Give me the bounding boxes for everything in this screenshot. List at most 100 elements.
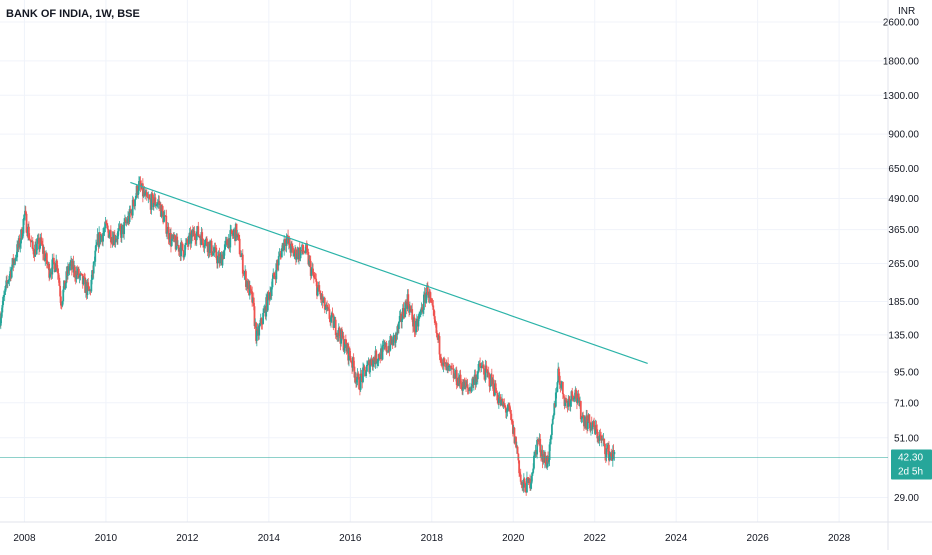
candle-body bbox=[603, 438, 606, 444]
candle-body bbox=[588, 414, 591, 424]
candle-body bbox=[573, 396, 576, 399]
candle-body bbox=[188, 235, 190, 245]
candle-body bbox=[476, 371, 479, 380]
candle-body bbox=[608, 444, 610, 461]
candle-body bbox=[548, 444, 551, 460]
candle-body bbox=[300, 250, 303, 252]
candle-body bbox=[396, 326, 399, 335]
candle-body bbox=[38, 246, 41, 250]
x-tick-label: 2014 bbox=[258, 533, 281, 544]
candle-body bbox=[35, 243, 38, 255]
x-tick-label: 2010 bbox=[95, 533, 118, 544]
candle-body bbox=[400, 313, 403, 322]
x-tick-label: 2020 bbox=[502, 533, 525, 544]
candle-body bbox=[146, 196, 149, 198]
candle-body bbox=[123, 222, 126, 235]
candle-body bbox=[0, 312, 3, 319]
candle-body bbox=[551, 424, 553, 435]
candle-body bbox=[252, 297, 255, 307]
candle-body bbox=[259, 323, 261, 327]
candle-body bbox=[604, 443, 606, 455]
candle-body bbox=[306, 248, 309, 253]
candle-body bbox=[369, 364, 371, 373]
candle-body bbox=[56, 267, 59, 274]
candle-body bbox=[144, 192, 147, 196]
candle-body bbox=[156, 202, 159, 205]
candle-body bbox=[411, 309, 414, 320]
candle-body bbox=[57, 273, 60, 278]
y-tick-label: 365.00 bbox=[888, 225, 919, 236]
candle-body bbox=[365, 371, 368, 376]
candle-body bbox=[519, 473, 521, 475]
candle-body bbox=[154, 197, 157, 206]
candle-body bbox=[323, 297, 326, 310]
candle-body bbox=[106, 225, 109, 230]
candle-body bbox=[507, 404, 510, 411]
candle-body bbox=[181, 243, 184, 251]
candle-body bbox=[610, 453, 613, 457]
candle-body bbox=[366, 364, 368, 372]
candle-body bbox=[6, 282, 9, 284]
candle-body bbox=[394, 333, 397, 343]
candle-body bbox=[446, 363, 449, 371]
candle-body bbox=[67, 266, 69, 276]
candle-body bbox=[261, 323, 264, 325]
candle-body bbox=[480, 365, 483, 368]
candle-body bbox=[600, 435, 603, 441]
x-tick-label: 2008 bbox=[13, 533, 36, 544]
candle-body bbox=[134, 195, 137, 200]
candle-body bbox=[198, 236, 201, 238]
candle-body bbox=[475, 376, 478, 385]
candle-body bbox=[611, 450, 614, 461]
candle-body bbox=[370, 359, 373, 366]
candle-body bbox=[531, 472, 534, 476]
candle-body bbox=[344, 339, 347, 345]
candle-body bbox=[75, 270, 78, 280]
candle-body bbox=[544, 455, 547, 465]
candle-body bbox=[152, 194, 154, 208]
candle-body bbox=[533, 451, 536, 456]
candle-body bbox=[15, 257, 18, 259]
candle-body bbox=[195, 231, 198, 241]
candle-body bbox=[444, 363, 446, 364]
candle-body bbox=[440, 357, 442, 363]
y-tick-label: 1800.00 bbox=[883, 56, 920, 67]
y-tick-label: 650.00 bbox=[888, 164, 919, 175]
candle-body bbox=[485, 365, 488, 370]
candle-body bbox=[204, 240, 207, 246]
candle-body bbox=[593, 421, 595, 428]
candle-body bbox=[52, 257, 55, 263]
candle-body bbox=[45, 253, 48, 265]
y-tick-label: 51.00 bbox=[894, 433, 919, 444]
candle-body bbox=[579, 400, 582, 420]
candle-body bbox=[270, 287, 273, 296]
candle-body bbox=[183, 255, 186, 258]
x-tick-label: 2022 bbox=[584, 533, 607, 544]
candle-body bbox=[62, 289, 65, 302]
candle-body bbox=[519, 474, 522, 482]
candle-body bbox=[470, 386, 473, 392]
candle-body bbox=[74, 266, 76, 277]
candle-body bbox=[483, 368, 485, 375]
candle-body bbox=[19, 243, 22, 248]
candle-body bbox=[163, 216, 165, 223]
candle-body bbox=[577, 393, 580, 398]
candle-body bbox=[494, 383, 497, 393]
candle-body bbox=[479, 363, 482, 367]
candle-body bbox=[307, 252, 310, 265]
candle-body bbox=[455, 369, 458, 386]
candle-body bbox=[376, 360, 379, 362]
candle-body bbox=[87, 282, 90, 287]
candle-body bbox=[237, 233, 240, 236]
candle-body bbox=[95, 244, 97, 251]
candle-body bbox=[510, 413, 513, 420]
candle-body bbox=[25, 213, 28, 233]
candle-body bbox=[392, 335, 395, 346]
candle-body bbox=[184, 242, 187, 246]
candle-body bbox=[102, 232, 104, 242]
candle-body bbox=[213, 246, 216, 253]
candle-body bbox=[219, 257, 222, 264]
candle-body bbox=[104, 221, 107, 229]
